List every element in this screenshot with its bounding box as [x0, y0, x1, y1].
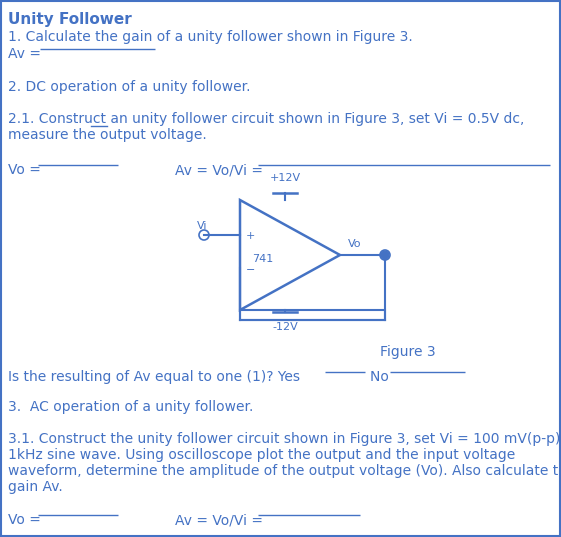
Text: Vo =: Vo = [8, 513, 41, 527]
Text: Figure 3: Figure 3 [380, 345, 436, 359]
Text: Av = Vo/Vi =: Av = Vo/Vi = [175, 513, 268, 527]
Text: 2. DC operation of a unity follower.: 2. DC operation of a unity follower. [8, 80, 251, 94]
Text: -12V: -12V [272, 322, 298, 332]
Text: 1kHz sine wave. Using oscilloscope plot the output and the input voltage: 1kHz sine wave. Using oscilloscope plot … [8, 448, 515, 462]
Text: Vo: Vo [348, 239, 361, 249]
Text: gain Av.: gain Av. [8, 480, 63, 494]
Text: Is the resulting of Av equal to one (1)? Yes: Is the resulting of Av equal to one (1)?… [8, 370, 300, 384]
Text: No: No [370, 370, 393, 384]
Text: 3.  AC operation of a unity follower.: 3. AC operation of a unity follower. [8, 400, 254, 414]
Text: Unity Follower: Unity Follower [8, 12, 132, 27]
Circle shape [381, 251, 389, 259]
Text: measure the output voltage.: measure the output voltage. [8, 128, 207, 142]
Text: Av =: Av = [8, 47, 45, 61]
Text: Vo =: Vo = [8, 163, 41, 177]
Bar [240, 310, 385, 320]
Text: Vi: Vi [197, 221, 208, 231]
Text: 2.1. Construct an unity follower circuit shown in Figure 3, set Vi = 0.5V dc,: 2.1. Construct an unity follower circuit… [8, 112, 525, 126]
Text: Av = Vo/Vi =: Av = Vo/Vi = [175, 163, 268, 177]
Text: waveform, determine the amplitude of the output voltage (Vo). Also calculate the: waveform, determine the amplitude of the… [8, 464, 561, 478]
Text: 741: 741 [252, 254, 273, 264]
Text: −: − [246, 265, 255, 275]
Text: 3.1. Construct the unity follower circuit shown in Figure 3, set Vi = 100 mV(p-p: 3.1. Construct the unity follower circui… [8, 432, 560, 446]
Text: +12V: +12V [269, 173, 301, 183]
Text: 1. Calculate the gain of a unity follower shown in Figure 3.: 1. Calculate the gain of a unity followe… [8, 30, 413, 44]
Text: +: + [246, 231, 255, 241]
